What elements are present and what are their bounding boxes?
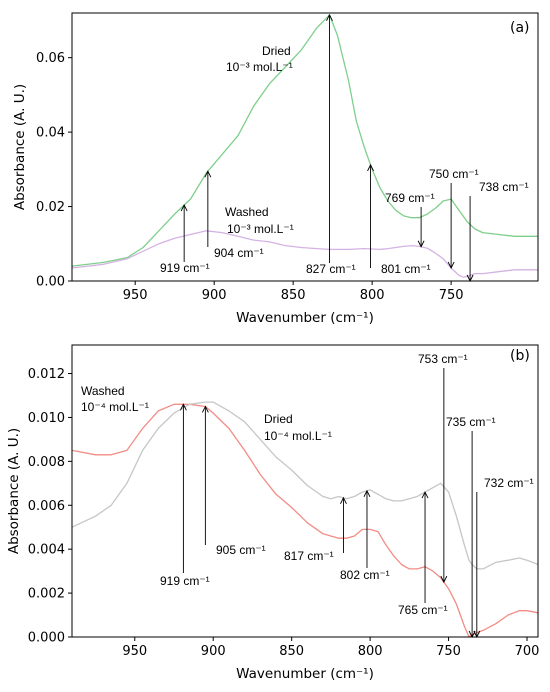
- panel-b-peak-label-802: 802 cm⁻¹: [340, 568, 390, 582]
- x-tick-label: 750: [439, 288, 464, 303]
- panel-a-dried-concentration: 10⁻³ mol.L⁻¹: [226, 60, 293, 74]
- panel-b-frame: [71, 344, 539, 638]
- panel-b-dried-concentration: 10⁻⁴ mol.L⁻¹: [264, 429, 332, 443]
- x-tick-label: 750: [436, 644, 461, 659]
- panel-a-peak-label-919: 919 cm⁻¹: [160, 261, 210, 275]
- x-tick-label: 850: [281, 288, 306, 303]
- panel-b-chart: 950 900 850 800 750 700 0.000 0.002 0.004 0.006 0.…: [6, 344, 540, 682]
- y-tick-label: 0.02: [36, 200, 65, 215]
- panel-a-dried-label: Dried: [262, 44, 291, 58]
- panel-a-washed-concentration: 10⁻³ mol.L⁻¹: [227, 222, 294, 236]
- panel-a-peak-label-827: 827 cm⁻¹: [306, 262, 356, 276]
- peak-arrowhead: [363, 489, 371, 497]
- y-tick-label: 0.012: [28, 367, 65, 382]
- peak-arrowhead: [204, 170, 212, 178]
- peak-arrowhead: [417, 240, 425, 248]
- panel-b-peak-label-735: 735 cm⁻¹: [446, 415, 496, 429]
- panel-b-peak-label-732: 732 cm⁻¹: [484, 476, 534, 490]
- peak-arrowhead: [340, 496, 347, 505]
- panel-b-peak-label-905: 905 cm⁻¹: [216, 543, 266, 557]
- panel-a-peak-label-904: 904 cm⁻¹: [214, 246, 264, 260]
- y-tick-label: 0.00: [36, 275, 65, 290]
- panel-b-x-axis-label: Wavenumber (cm⁻¹): [236, 666, 374, 682]
- panel-b-y-axis-label: Absorbance (A. U.): [6, 428, 22, 554]
- peak-arrowhead: [201, 405, 209, 413]
- peak-arrowhead: [367, 163, 374, 172]
- y-tick-label: 0.000: [28, 631, 65, 646]
- x-tick-label: 800: [360, 288, 385, 303]
- y-tick-label: 0.004: [28, 543, 65, 558]
- panel-a-peak-label-801: 801 cm⁻¹: [381, 262, 431, 276]
- panel-a-y-axis-label: Absorbance (A. U.): [12, 84, 28, 210]
- panel-b-washed-label: Washed: [81, 384, 125, 398]
- x-tick-label: 900: [201, 644, 226, 659]
- y-tick-label: 0.010: [28, 411, 65, 426]
- x-tick-label: 700: [515, 644, 540, 659]
- series-line-1: [72, 401, 538, 570]
- panel-a-peak-label-750: 750 cm⁻¹: [429, 167, 479, 181]
- x-tick-label: 950: [123, 288, 148, 303]
- x-tick-label: 900: [202, 288, 227, 303]
- y-tick-label: 0.04: [36, 126, 65, 141]
- panel-a-frame: [71, 12, 539, 282]
- y-tick-label: 0.002: [28, 587, 65, 602]
- peak-arrowhead: [440, 575, 448, 584]
- y-tick-label: 0.06: [36, 51, 65, 66]
- y-tick-label: 0.008: [28, 455, 65, 470]
- x-tick-label: 950: [122, 644, 147, 659]
- y-tick-label: 0.006: [28, 499, 65, 514]
- panel-a-peak-label-738: 738 cm⁻¹: [479, 180, 529, 194]
- peak-arrowhead: [179, 403, 187, 411]
- peak-arrowhead: [421, 491, 429, 499]
- panel-b-dried-label: Dried: [264, 412, 293, 426]
- panel-b-washed-concentration: 10⁻⁴ mol.L⁻¹: [81, 400, 149, 414]
- peak-arrowhead: [447, 261, 455, 269]
- panel-b-peak-label-765: 765 cm⁻¹: [398, 603, 448, 617]
- peak-arrowhead: [326, 13, 333, 22]
- panel-a-peak-label-769: 769 cm⁻¹: [385, 191, 435, 205]
- series-line-1: [72, 230, 538, 278]
- panel-a-x-axis-label: Wavenumber (cm⁻¹): [236, 310, 374, 326]
- panel-b-peak-label-753: 753 cm⁻¹: [418, 352, 468, 366]
- panel-b-peak-label-817: 817 cm⁻¹: [284, 549, 334, 563]
- panel-b-label: (b): [510, 348, 530, 364]
- series-line-0: [72, 14, 538, 267]
- x-tick-label: 850: [279, 644, 304, 659]
- panel-a-chart: 950 900 850 800 750 0.00 0.02 0.04 0.06 (a) Wave…: [12, 12, 539, 326]
- panel-a-label: (a): [510, 20, 530, 36]
- x-tick-label: 800: [358, 644, 383, 659]
- panel-b-peak-label-919: 919 cm⁻¹: [160, 574, 210, 588]
- panel-a-washed-label: Washed: [225, 205, 269, 219]
- peak-arrowhead: [180, 204, 188, 212]
